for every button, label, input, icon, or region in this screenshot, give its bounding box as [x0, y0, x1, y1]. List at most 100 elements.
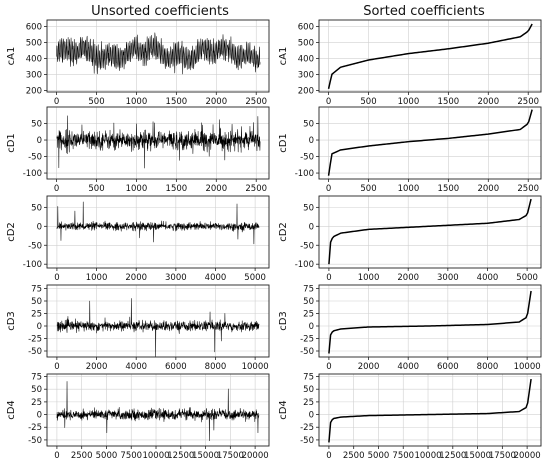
y-axis-label: cD1	[6, 133, 17, 153]
x-tick-label: 0	[326, 184, 331, 194]
y-tick-label: 25	[303, 310, 314, 320]
y-tick-label: -100	[295, 169, 314, 179]
x-tick-label: 500	[360, 97, 376, 107]
x-tick-label: 15000	[192, 451, 219, 461]
y-tick-label: 25	[31, 398, 42, 408]
x-tick-label: 1000	[126, 184, 148, 194]
axes-frame	[318, 106, 542, 180]
y-tick-label: 25	[31, 310, 42, 320]
x-tick-label: 17500	[489, 451, 516, 461]
x-tick-label: 1500	[166, 184, 188, 194]
x-tick-label: 0	[326, 97, 331, 107]
y-tick-label: 75	[303, 373, 314, 383]
x-tick-label: 15000	[464, 451, 491, 461]
x-tick-label: 2500	[517, 97, 539, 107]
y-tick-label: 50	[303, 120, 314, 130]
x-tick-label: 5000	[368, 451, 390, 461]
y-tick-label: 50	[303, 203, 314, 213]
x-tick-label: 2000	[397, 273, 419, 283]
axes-frame	[318, 195, 542, 269]
y-tick-label: 200	[26, 86, 42, 96]
x-tick-label: 0	[54, 451, 59, 461]
series-line-sorted-cA1	[327, 23, 533, 89]
subplot-unsorted-cD1: 0 500 1000 1500 2000 2500 -100 -50 0 50 cD1	[6, 106, 270, 194]
y-tick-label: 0	[37, 322, 42, 332]
y-axis-label: cD2	[6, 222, 17, 242]
x-tick-label: 5000	[96, 451, 118, 461]
right-column-title: Sorted coefficients	[363, 4, 485, 19]
axes-frame	[318, 284, 542, 358]
left-column-title: Unsorted coefficients	[91, 4, 229, 19]
y-tick-label: 0	[37, 136, 42, 146]
x-tick-label: 2000	[125, 273, 147, 283]
x-tick-label: 1000	[86, 273, 108, 283]
x-tick-label: 0	[326, 273, 331, 283]
x-tick-label: 17500	[217, 451, 244, 461]
axes-frame	[46, 284, 270, 358]
y-axis-label: cD2	[278, 222, 289, 242]
axes-frame	[46, 106, 270, 180]
y-tick-label: -50	[28, 436, 42, 446]
y-axis-label: cA1	[6, 47, 17, 66]
y-tick-label: 50	[303, 385, 314, 395]
axes-frame	[46, 19, 270, 93]
x-tick-label: 2000	[358, 362, 380, 372]
x-tick-label: 0	[54, 184, 59, 194]
series-line-sorted-cD1	[327, 109, 533, 176]
series-line-unsorted-cD4	[56, 381, 260, 441]
x-tick-label: 2500	[343, 451, 365, 461]
y-tick-label: -50	[300, 436, 314, 446]
y-tick-label: 500	[26, 38, 42, 48]
x-tick-label: 20000	[242, 451, 269, 461]
axes-frame	[318, 373, 542, 447]
y-tick-label: 600	[298, 22, 314, 32]
y-tick-label: 0	[37, 411, 42, 421]
x-tick-label: 10000	[514, 362, 541, 372]
x-tick-label: 0	[326, 362, 331, 372]
subplot-sorted-cD1: 0 500 1000 1500 2000 2500 -100 -50 0 50 cD1	[278, 106, 542, 194]
x-tick-label: 6000	[165, 362, 187, 372]
x-tick-label: 20000	[514, 451, 541, 461]
series-line-unsorted-cA1	[56, 32, 261, 75]
x-tick-label: 500	[88, 97, 104, 107]
y-tick-label: -25	[300, 335, 314, 345]
y-tick-label: 600	[26, 22, 42, 32]
y-tick-label: 50	[31, 203, 42, 213]
x-tick-label: 1500	[438, 184, 460, 194]
y-tick-label: 75	[31, 285, 42, 295]
y-tick-label: 50	[31, 120, 42, 130]
x-tick-label: 1000	[398, 184, 420, 194]
x-tick-label: 7500	[392, 451, 414, 461]
x-tick-label: 2000	[205, 184, 227, 194]
y-axis-label: cD4	[278, 400, 289, 420]
x-tick-label: 500	[88, 184, 104, 194]
x-tick-label: 10000	[142, 451, 169, 461]
y-tick-label: -50	[28, 241, 42, 251]
x-tick-label: 10000	[242, 362, 269, 372]
y-tick-label: -25	[28, 423, 42, 433]
series-line-unsorted-cD1	[56, 115, 261, 169]
y-tick-label: 200	[298, 86, 314, 96]
x-tick-label: 2500	[71, 451, 93, 461]
x-tick-label: 2000	[205, 97, 227, 107]
y-tick-label: -50	[300, 347, 314, 357]
x-tick-label: 5000	[244, 273, 266, 283]
x-tick-label: 2500	[517, 184, 539, 194]
x-tick-label: 4000	[397, 362, 419, 372]
axes-frame	[46, 195, 270, 269]
x-tick-label: 0	[326, 451, 331, 461]
x-tick-label: 1500	[166, 97, 188, 107]
series-line-unsorted-cD2	[56, 201, 260, 245]
x-tick-label: 4000	[477, 273, 499, 283]
y-tick-label: 25	[303, 398, 314, 408]
series-line-sorted-cD3	[328, 290, 532, 354]
x-tick-label: 2000	[477, 97, 499, 107]
y-tick-label: 75	[303, 285, 314, 295]
y-tick-label: 50	[31, 297, 42, 307]
x-tick-label: 3000	[165, 273, 187, 283]
x-tick-label: 7500	[120, 451, 142, 461]
subplot-sorted-cD3: 0 2000 4000 6000 8000 10000 -50 -25 0 25 50 75 cD3	[278, 284, 542, 372]
y-axis-label: cA1	[278, 47, 289, 66]
y-tick-label: -50	[300, 241, 314, 251]
